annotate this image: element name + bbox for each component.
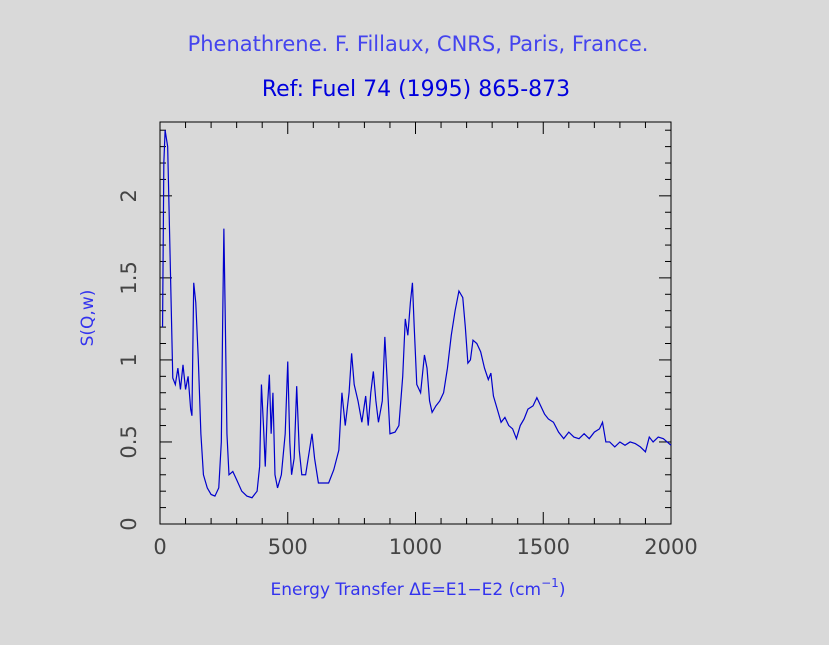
x-tick-label: 500 xyxy=(268,535,308,559)
y-tick-label: 2 xyxy=(117,189,141,202)
y-tick-label: 1.5 xyxy=(117,261,141,294)
x-tick-label: 1000 xyxy=(389,535,442,559)
x-tick-label: 1500 xyxy=(517,535,570,559)
x-tick-label: 2000 xyxy=(644,535,697,559)
data-line xyxy=(161,130,672,499)
chart-title: Phenathrene. F. Fillaux, CNRS, Paris, Fr… xyxy=(188,32,649,56)
y-tick-label: 0 xyxy=(117,517,141,530)
x-label-end: ) xyxy=(559,580,566,600)
y-axis-label: S(Q,w) xyxy=(78,290,98,347)
x-tick-label: 0 xyxy=(153,535,166,559)
x-axis-label: Energy Transfer ΔE=E1−E2 (cm−1) xyxy=(271,576,566,601)
x-label-sup: −1 xyxy=(541,576,559,590)
chart-subtitle: Ref: Fuel 74 (1995) 865-873 xyxy=(262,77,570,102)
x-label-text: Energy Transfer ΔE=E1−E2 (cm xyxy=(271,580,542,600)
y-tick-label: 0.5 xyxy=(117,425,141,458)
y-tick-label: 1 xyxy=(117,353,141,366)
